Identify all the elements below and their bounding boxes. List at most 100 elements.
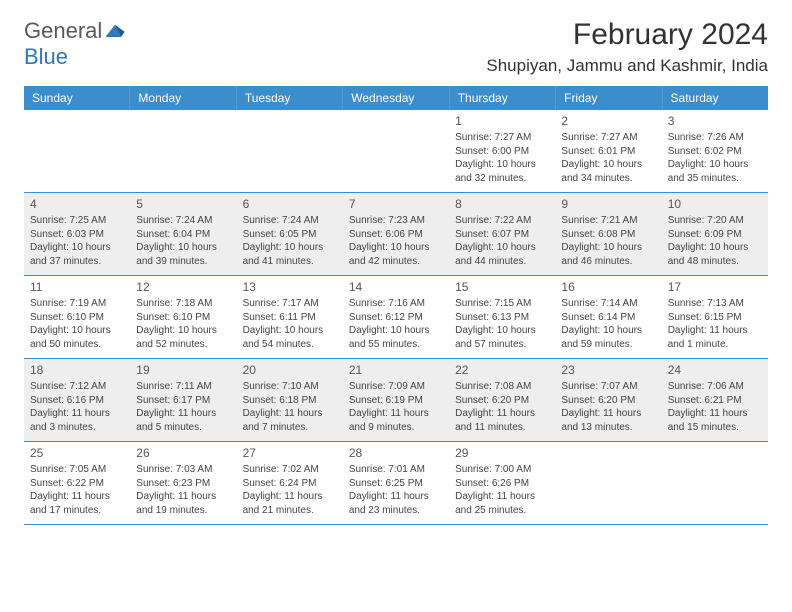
day-number: 21 [349,362,442,378]
day-header-friday: Friday [556,86,662,110]
title-block: February 2024 Shupiyan, Jammu and Kashmi… [486,18,768,76]
day-header-sunday: Sunday [24,86,130,110]
daylight-line: Daylight: 10 hours and 50 minutes. [30,324,123,351]
day-number: 1 [455,113,548,129]
day-cell: 29Sunrise: 7:00 AMSunset: 6:26 PMDayligh… [449,442,555,524]
daylight-line: Daylight: 10 hours and 41 minutes. [243,241,336,268]
calendar-grid: SundayMondayTuesdayWednesdayThursdayFrid… [24,86,768,525]
day-number: 10 [668,196,761,212]
day-cell: 12Sunrise: 7:18 AMSunset: 6:10 PMDayligh… [130,276,236,358]
day-cell: 17Sunrise: 7:13 AMSunset: 6:15 PMDayligh… [662,276,768,358]
sunset-line: Sunset: 6:03 PM [30,228,123,242]
day-number: 28 [349,445,442,461]
sunrise-line: Sunrise: 7:07 AM [561,380,654,394]
week-row: 4Sunrise: 7:25 AMSunset: 6:03 PMDaylight… [24,193,768,276]
sunset-line: Sunset: 6:04 PM [136,228,229,242]
daylight-line: Daylight: 11 hours and 13 minutes. [561,407,654,434]
daylight-line: Daylight: 10 hours and 35 minutes. [668,158,761,185]
sunset-line: Sunset: 6:19 PM [349,394,442,408]
day-cell: 14Sunrise: 7:16 AMSunset: 6:12 PMDayligh… [343,276,449,358]
day-cell: 18Sunrise: 7:12 AMSunset: 6:16 PMDayligh… [24,359,130,441]
day-number: 9 [561,196,654,212]
daylight-line: Daylight: 11 hours and 7 minutes. [243,407,336,434]
day-number: 24 [668,362,761,378]
daylight-line: Daylight: 11 hours and 23 minutes. [349,490,442,517]
day-cell: 24Sunrise: 7:06 AMSunset: 6:21 PMDayligh… [662,359,768,441]
sunset-line: Sunset: 6:20 PM [455,394,548,408]
sunset-line: Sunset: 6:09 PM [668,228,761,242]
day-number: 20 [243,362,336,378]
day-number: 4 [30,196,123,212]
sunset-line: Sunset: 6:17 PM [136,394,229,408]
sunset-line: Sunset: 6:00 PM [455,145,548,159]
day-cell: 28Sunrise: 7:01 AMSunset: 6:25 PMDayligh… [343,442,449,524]
daylight-line: Daylight: 10 hours and 37 minutes. [30,241,123,268]
day-cell: 26Sunrise: 7:03 AMSunset: 6:23 PMDayligh… [130,442,236,524]
sunset-line: Sunset: 6:10 PM [30,311,123,325]
sunset-line: Sunset: 6:18 PM [243,394,336,408]
day-number: 12 [136,279,229,295]
sunrise-line: Sunrise: 7:00 AM [455,463,548,477]
day-cell [662,442,768,524]
sunset-line: Sunset: 6:02 PM [668,145,761,159]
sunrise-line: Sunrise: 7:02 AM [243,463,336,477]
sunrise-line: Sunrise: 7:24 AM [136,214,229,228]
sunset-line: Sunset: 6:22 PM [30,477,123,491]
sunset-line: Sunset: 6:16 PM [30,394,123,408]
week-row: 18Sunrise: 7:12 AMSunset: 6:16 PMDayligh… [24,359,768,442]
day-cell: 7Sunrise: 7:23 AMSunset: 6:06 PMDaylight… [343,193,449,275]
sunrise-line: Sunrise: 7:14 AM [561,297,654,311]
daylight-line: Daylight: 10 hours and 52 minutes. [136,324,229,351]
day-number: 13 [243,279,336,295]
sunrise-line: Sunrise: 7:11 AM [136,380,229,394]
day-cell: 11Sunrise: 7:19 AMSunset: 6:10 PMDayligh… [24,276,130,358]
sunrise-line: Sunrise: 7:15 AM [455,297,548,311]
week-row: 11Sunrise: 7:19 AMSunset: 6:10 PMDayligh… [24,276,768,359]
day-cell [130,110,236,192]
sunset-line: Sunset: 6:24 PM [243,477,336,491]
daylight-line: Daylight: 10 hours and 34 minutes. [561,158,654,185]
day-header-saturday: Saturday [663,86,768,110]
day-number: 17 [668,279,761,295]
sunset-line: Sunset: 6:15 PM [668,311,761,325]
daylight-line: Daylight: 10 hours and 44 minutes. [455,241,548,268]
sunrise-line: Sunrise: 7:17 AM [243,297,336,311]
header: GeneralBlue February 2024 Shupiyan, Jamm… [24,18,768,76]
month-title: February 2024 [486,18,768,52]
sunset-line: Sunset: 6:23 PM [136,477,229,491]
sunrise-line: Sunrise: 7:13 AM [668,297,761,311]
day-cell: 5Sunrise: 7:24 AMSunset: 6:04 PMDaylight… [130,193,236,275]
sunset-line: Sunset: 6:11 PM [243,311,336,325]
day-number: 7 [349,196,442,212]
day-cell: 3 Sunrise: 7:26 AMSunset: 6:02 PMDaylight… [662,110,768,192]
day-header-wednesday: Wednesday [343,86,449,110]
day-cell: 27Sunrise: 7:02 AMSunset: 6:24 PMDayligh… [237,442,343,524]
day-number: 29 [455,445,548,461]
sunrise-line: Sunrise: 7:22 AM [455,214,548,228]
sunrise-line: Sunrise: 7:16 AM [349,297,442,311]
sunset-line: Sunset: 6:20 PM [561,394,654,408]
day-number: 16 [561,279,654,295]
day-number: 3 [668,113,761,129]
day-number: 2 [561,113,654,129]
day-cell: 23Sunrise: 7:07 AMSunset: 6:20 PMDayligh… [555,359,661,441]
daylight-line: Daylight: 11 hours and 3 minutes. [30,407,123,434]
sunrise-line: Sunrise: 7:26 AM [668,131,761,145]
daylight-line: Daylight: 10 hours and 59 minutes. [561,324,654,351]
day-header-thursday: Thursday [450,86,556,110]
weeks-container: 1Sunrise: 7:27 AMSunset: 6:00 PMDaylight… [24,110,768,525]
sunset-line: Sunset: 6:21 PM [668,394,761,408]
day-header-monday: Monday [130,86,236,110]
sunrise-line: Sunrise: 7:05 AM [30,463,123,477]
day-number: 6 [243,196,336,212]
sunrise-line: Sunrise: 7:01 AM [349,463,442,477]
sunrise-line: Sunrise: 7:25 AM [30,214,123,228]
sunrise-line: Sunrise: 7:08 AM [455,380,548,394]
sunrise-line: Sunrise: 7:18 AM [136,297,229,311]
day-cell: 20Sunrise: 7:10 AMSunset: 6:18 PMDayligh… [237,359,343,441]
daylight-line: Daylight: 11 hours and 21 minutes. [243,490,336,517]
day-cell: 10Sunrise: 7:20 AMSunset: 6:09 PMDayligh… [662,193,768,275]
day-cell: 19Sunrise: 7:11 AMSunset: 6:17 PMDayligh… [130,359,236,441]
day-cell: 1Sunrise: 7:27 AMSunset: 6:00 PMDaylight… [449,110,555,192]
daylight-line: Daylight: 10 hours and 42 minutes. [349,241,442,268]
